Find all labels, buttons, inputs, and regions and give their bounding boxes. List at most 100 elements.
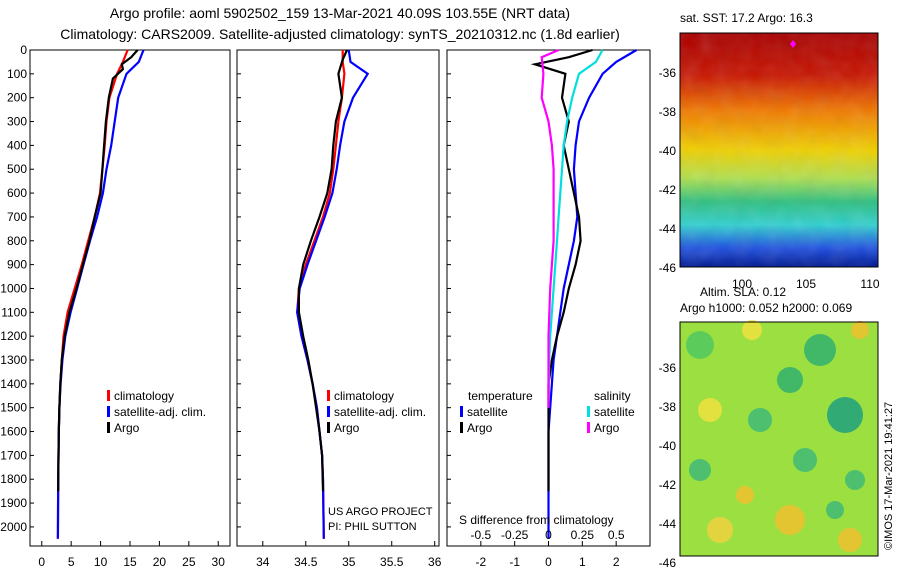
lat-tick-label: -38 xyxy=(659,400,677,414)
depth-tick-label: 900 xyxy=(7,258,27,272)
temperature-x-tick-label: 30 xyxy=(212,555,226,569)
salinity-panel-frame xyxy=(236,49,440,547)
depth-tick-label: 400 xyxy=(7,138,27,152)
series-line-argo xyxy=(57,49,139,492)
depth-tick-label: 1300 xyxy=(0,353,27,367)
legend-label-satellite: satellite-adj. clim. xyxy=(334,405,426,419)
lat-tick-label: -46 xyxy=(659,556,677,570)
legend-swatch-argo xyxy=(107,422,110,433)
lon-tick-label: 105 xyxy=(796,277,816,291)
sla-map-title-1: Altim. SLA: 0.12 xyxy=(700,285,786,299)
depth-tick-label: 800 xyxy=(7,234,27,248)
depth-tick-label: 700 xyxy=(7,210,27,224)
depth-tick-label: 1900 xyxy=(0,496,27,510)
lat-tick-label: -36 xyxy=(659,66,677,80)
legend-swatch-temp-argo xyxy=(460,422,463,433)
sla-map-field xyxy=(680,320,878,556)
sst-map-texture xyxy=(680,33,878,267)
x-axis-labels: 0 5 10 15 20 25 30 34 34.5 35 35.5 36 -2 -1 0 1 2 -0.5 -0.… xyxy=(38,528,624,569)
lat-tick-label: -42 xyxy=(659,478,677,492)
legend-title-temperature: temperature xyxy=(468,389,533,403)
salinity-profile-lines xyxy=(296,49,370,539)
legend-swatch-sal-argo xyxy=(587,422,590,433)
title-line-2: Climatology: CARS2009. Satellite-adjuste… xyxy=(60,26,620,42)
sst-map-title: sat. SST: 17.2 Argo: 16.3 xyxy=(680,11,813,25)
legend-label-satellite: satellite-adj. clim. xyxy=(114,405,206,419)
depth-tick-label: 2000 xyxy=(0,520,27,534)
sla-anomaly-blob xyxy=(775,505,805,535)
sla-anomaly-blob xyxy=(804,334,836,366)
legend-label-climatology: climatology xyxy=(114,389,174,403)
legend-swatch-temp-satellite xyxy=(460,406,463,417)
depth-tick-label: 1100 xyxy=(1,305,27,319)
depth-tick-label: 1400 xyxy=(0,377,27,391)
series-line-salinity-satellite xyxy=(547,49,604,408)
legend-swatch-satellite xyxy=(327,406,330,417)
difference-temperature-x-tick-label: 2 xyxy=(613,555,620,569)
lat-tick-label: -44 xyxy=(659,517,677,531)
depth-tick-label: 500 xyxy=(7,162,27,176)
legend-swatch-sal-satellite xyxy=(587,406,590,417)
temperature-x-tick-label: 10 xyxy=(94,555,108,569)
depth-tick-label: 1000 xyxy=(0,281,27,295)
sla-anomaly-blob xyxy=(838,528,862,552)
lat-tick-label: -46 xyxy=(659,261,677,275)
difference-salinity-x-tick-label: -0.5 xyxy=(470,528,491,542)
sla-anomaly-blob xyxy=(686,331,714,359)
salinity-legend: climatology satellite-adj. clim. Argo xyxy=(327,389,426,435)
salinity-x-tick-label: 34.5 xyxy=(294,555,318,569)
temperature-profile-lines xyxy=(56,49,145,539)
title-line-1: Argo profile: aoml 5902502_159 13-Mar-20… xyxy=(109,5,571,21)
difference-legend: temperature satellite Argo salinity sate… xyxy=(460,389,635,435)
sla-anomaly-blob xyxy=(845,470,865,490)
series-line-temperature-satellite xyxy=(547,49,638,539)
legend-label-argo: Argo xyxy=(114,421,140,435)
difference-temperature-x-tick-label: 0 xyxy=(545,555,552,569)
series-line-salinity-argo xyxy=(540,48,560,408)
sla-anomaly-blob xyxy=(748,408,772,432)
depth-axis: 0 100 200 300 400 500 600 700 800 900 1000 1100 1200… xyxy=(0,43,451,534)
series-line-temperature-argo xyxy=(530,48,593,492)
difference-temperature-x-tick-label: 1 xyxy=(579,555,586,569)
sla-anomaly-blob xyxy=(736,486,754,504)
legend-label-argo: Argo xyxy=(334,421,360,435)
series-line-climatology xyxy=(296,50,346,539)
legend-swatch-satellite xyxy=(107,406,110,417)
legend-label-temp-argo: Argo xyxy=(467,421,493,435)
legend-swatch-climatology xyxy=(107,390,110,401)
lon-tick-label: 110 xyxy=(860,277,879,291)
series-line-climatology xyxy=(56,49,129,539)
lat-tick-label: -38 xyxy=(659,105,677,119)
temperature-x-tick-label: 5 xyxy=(68,555,75,569)
depth-tick-label: 100 xyxy=(7,67,27,81)
salinity-x-tick-label: 35.5 xyxy=(380,555,404,569)
sla-lat-axis: -36 -38 -40 -42 -44 -46 xyxy=(659,361,677,570)
depth-tick-label: 0 xyxy=(20,43,27,57)
difference-salinity-x-tick-label: 0.5 xyxy=(608,528,625,542)
sla-anomaly-blob xyxy=(826,501,844,519)
sla-anomaly-blob xyxy=(698,398,722,422)
lat-tick-label: -40 xyxy=(659,144,677,158)
depth-tick-label: 1700 xyxy=(0,448,27,462)
legend-title-salinity: salinity xyxy=(594,389,631,403)
pi-credit: PI: PHIL SUTTON xyxy=(328,521,417,533)
sla-anomaly-blob xyxy=(689,459,711,481)
sla-anomaly-blob xyxy=(827,397,863,433)
depth-tick-label: 200 xyxy=(7,91,27,105)
sst-lat-axis: -36 -38 -40 -42 -44 -46 xyxy=(659,66,677,275)
temperature-panel-frame xyxy=(29,49,231,547)
temperature-x-tick-label: 20 xyxy=(153,555,167,569)
legend-label-sal-argo: Argo xyxy=(594,421,620,435)
legend-label-temp-satellite: satellite xyxy=(467,405,508,419)
project-credit: US ARGO PROJECT xyxy=(328,506,433,518)
sla-anomaly-blob xyxy=(793,448,817,472)
sla-anomaly-blob xyxy=(777,367,803,393)
series-line-argo xyxy=(297,49,349,492)
sla-map-frame xyxy=(679,321,879,557)
sla-map-title-2: Argo h1000: 0.052 h2000: 0.069 xyxy=(680,301,852,315)
difference-salinity-x-tick-label: 0.25 xyxy=(571,528,595,542)
legend-label-sal-satellite: satellite xyxy=(594,405,635,419)
sst-lon-axis: 100 105 110 xyxy=(732,277,880,291)
salinity-x-tick-label: 35 xyxy=(342,555,356,569)
